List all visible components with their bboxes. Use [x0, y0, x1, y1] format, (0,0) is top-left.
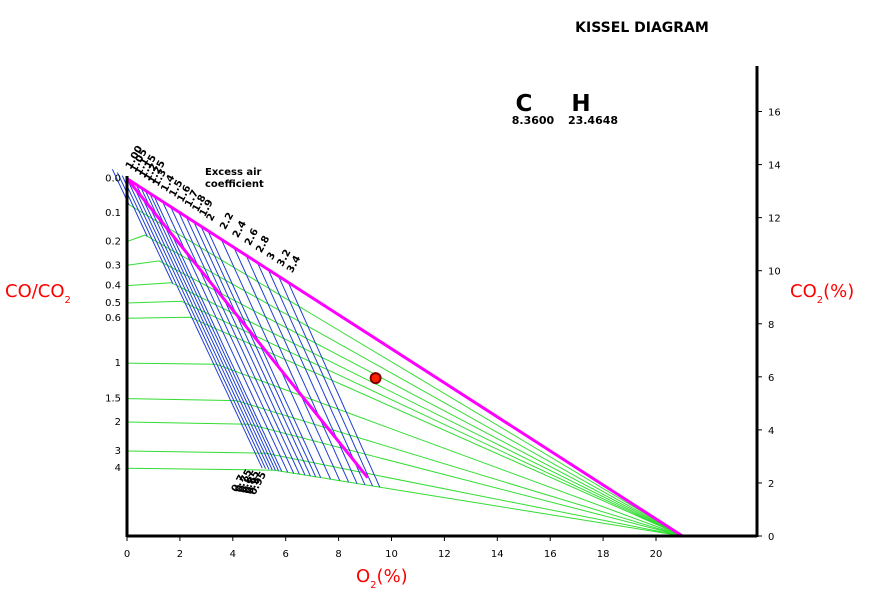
y-tick-label: 8 — [768, 320, 774, 331]
y-tick-label: 14 — [768, 161, 781, 172]
excess-air-line — [267, 269, 366, 486]
measurement-point-layer — [369, 372, 382, 385]
y-tick-label: 4 — [768, 426, 774, 437]
excess-air-line — [144, 190, 276, 471]
co-ratio-line — [126, 398, 683, 537]
excess-air-lines — [111, 169, 381, 488]
excess-air-line — [170, 206, 295, 474]
dry-air-line — [126, 177, 684, 538]
excess-air-line — [278, 275, 373, 487]
right-axis-label: CO2(%) — [790, 281, 854, 306]
left-axis-label: CO/CO2 — [5, 281, 71, 306]
x-tick-label: 2 — [177, 549, 183, 560]
excess-air-label: 2 — [205, 212, 218, 223]
ratio-label: 0.4 — [105, 281, 121, 292]
ratio-label: 0.2 — [105, 237, 121, 248]
ratio-label: 0.1 — [105, 208, 121, 219]
y-tick-label: 10 — [768, 267, 781, 278]
ratio-label: 1 — [115, 358, 121, 369]
x-tick-label: 18 — [597, 549, 610, 560]
excess-air-line — [256, 262, 358, 484]
co-ratio-line — [126, 316, 683, 537]
ratio-label: 0.6 — [105, 313, 121, 324]
ratio-label: 0.5 — [105, 298, 121, 309]
axes: 0 2 4 6 8 10 12 14 16 18 20 0 2 4 6 8 10 12 14 16 — [124, 66, 781, 560]
excess-air-line — [149, 193, 280, 472]
excess-air-line — [121, 175, 174, 284]
co-ratio-line — [126, 300, 683, 537]
hydrogen-symbol: H — [571, 91, 590, 117]
x-tick-label: 20 — [650, 549, 663, 560]
carbon-symbol: C — [516, 91, 533, 117]
excess-air-line — [200, 225, 317, 477]
envelope-lines — [125, 177, 684, 538]
excess-air-line — [131, 181, 267, 469]
y-tick-label: 16 — [768, 108, 781, 119]
hydrogen-value: 23.4648 — [568, 114, 618, 127]
co-ratio-line — [126, 260, 683, 537]
co-ratio-line — [126, 282, 683, 537]
excess-air-line — [193, 221, 311, 477]
excess-air-line — [287, 282, 381, 488]
excess-air-title-line2: coefficient — [205, 179, 264, 190]
x-axis-label: O2(%) — [356, 566, 408, 591]
y-tick-label: 6 — [768, 373, 774, 384]
excess-air-line — [153, 195, 283, 472]
carbon-value: 8.3600 — [512, 114, 555, 127]
x-tick-label: 4 — [230, 549, 236, 560]
ratio-label: 0.3 — [105, 260, 121, 271]
x-tick-label: 14 — [491, 549, 504, 560]
x-tick-label: 0 — [124, 549, 130, 560]
x-tick-label: 10 — [385, 549, 398, 560]
chart-title: KISSEL DIAGRAM — [575, 20, 709, 36]
ratio-label: 1.5 — [105, 394, 121, 405]
co-ratio-line — [126, 421, 683, 537]
x-tick-label: 16 — [544, 549, 557, 560]
excess-air-line — [135, 184, 270, 470]
excess-air-line — [185, 216, 306, 476]
co-ratio-line — [126, 202, 683, 537]
excess-air-line — [207, 230, 322, 478]
ratio-label: 2 — [115, 417, 121, 428]
y-tick-label: 2 — [768, 479, 774, 490]
excess-air-line — [140, 187, 273, 471]
excess-air-line — [233, 247, 341, 481]
excess-air-title-line1: Excess air — [205, 167, 262, 178]
excess-air-line — [178, 211, 300, 475]
ratio-label: 3 — [115, 446, 121, 457]
y-tick-label: 0 — [768, 532, 774, 543]
y-tick-label: 12 — [768, 214, 781, 225]
curve-labels: 0.00.10.20.30.40.50.611.52341.001.051.11… — [105, 144, 303, 497]
excess-air-line — [220, 239, 331, 480]
excess-air-line — [116, 172, 148, 237]
ratio-label: 4 — [115, 463, 121, 474]
stoichiometric-line — [125, 177, 369, 479]
co-ratio-line — [126, 467, 683, 537]
excess-air-line — [126, 178, 263, 469]
co-ratio-line — [126, 362, 683, 537]
measurement-point — [369, 372, 382, 385]
excess-air-line — [245, 254, 350, 483]
co-ratio-line — [126, 450, 683, 537]
ratio-label: 0.0 — [105, 174, 121, 185]
excess-air-label: 3 — [265, 251, 278, 262]
excess-air-line — [162, 201, 289, 473]
co-ratio-line — [126, 234, 683, 537]
x-tick-label: 8 — [335, 549, 341, 560]
x-tick-label: 12 — [438, 549, 451, 560]
x-tick-label: 6 — [283, 549, 289, 560]
